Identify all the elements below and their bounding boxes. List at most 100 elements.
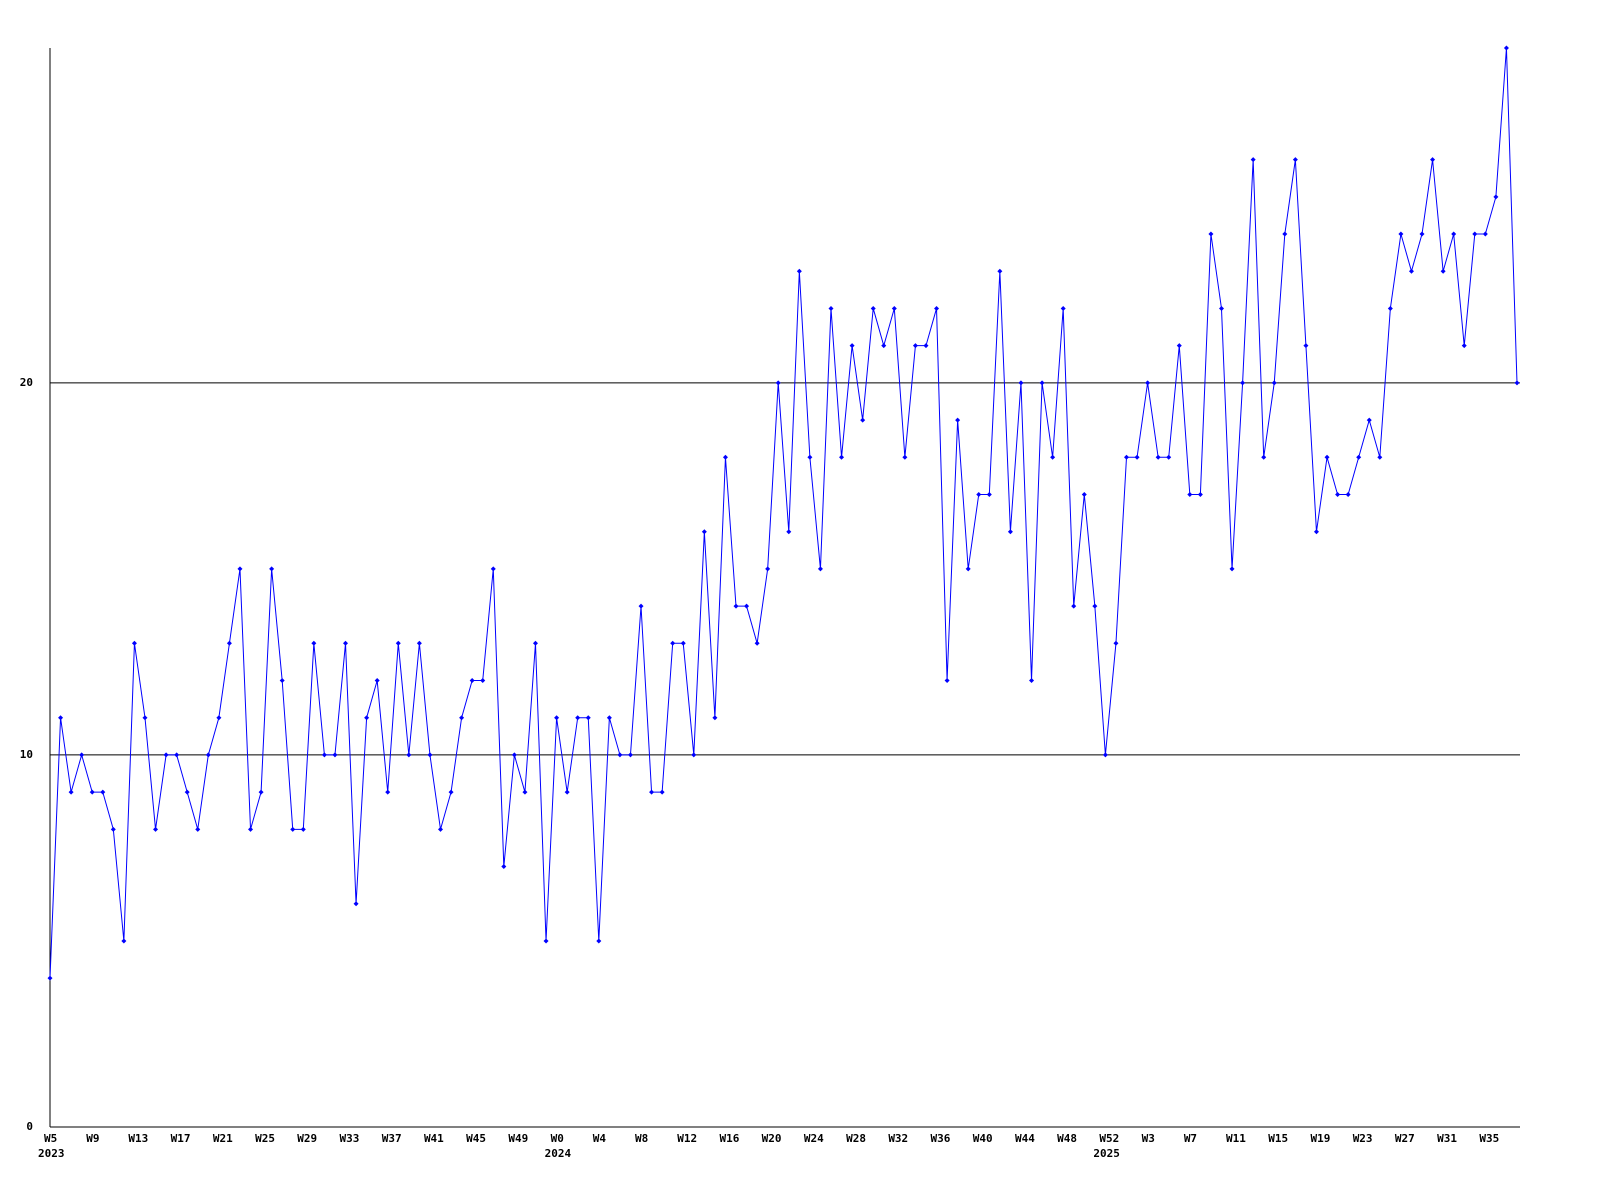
data-point: [997, 268, 1003, 274]
data-point: [712, 715, 718, 721]
data-point: [680, 640, 686, 646]
data-point: [691, 752, 697, 758]
data-point: [1493, 194, 1499, 200]
data-point: [1472, 231, 1478, 237]
data-point: [58, 715, 64, 721]
data-point: [195, 826, 201, 832]
data-point: [870, 305, 876, 311]
data-point: [1050, 454, 1056, 460]
data-point: [1187, 491, 1193, 497]
data-point: [469, 678, 475, 684]
x-tick-label: W52: [1099, 1132, 1119, 1145]
data-point: [1430, 157, 1436, 163]
data-point: [79, 752, 85, 758]
data-point: [100, 789, 106, 795]
data-point: [511, 752, 517, 758]
data-point: [68, 789, 74, 795]
data-point: [1303, 343, 1309, 349]
data-point: [427, 752, 433, 758]
data-point: [606, 715, 612, 721]
x-tick-label: W31: [1437, 1132, 1457, 1145]
data-point: [1007, 529, 1013, 535]
x-tick-label: W45: [466, 1132, 486, 1145]
data-point: [1155, 454, 1161, 460]
x-tick-label: W44: [1015, 1132, 1035, 1145]
data-point: [1092, 603, 1098, 609]
data-point: [89, 789, 95, 795]
x-tick-label: W24: [804, 1132, 824, 1145]
data-point: [1313, 529, 1319, 535]
data-point: [891, 305, 897, 311]
x-tick-label: W41: [424, 1132, 444, 1145]
data-point: [226, 640, 232, 646]
data-point: [1482, 231, 1488, 237]
data-point: [1461, 343, 1467, 349]
series-line: [49, 47, 1518, 979]
data-point: [817, 566, 823, 572]
data-point: [258, 789, 264, 795]
data-point: [1292, 157, 1298, 163]
data-point: [343, 640, 349, 646]
x-year-label: 2024: [545, 1147, 572, 1160]
data-point: [321, 752, 327, 758]
data-point: [163, 752, 169, 758]
data-point: [1356, 454, 1362, 460]
data-point: [142, 715, 148, 721]
data-point: [1366, 417, 1372, 423]
data-point: [976, 491, 982, 497]
data-point: [1282, 231, 1288, 237]
data-point: [522, 789, 528, 795]
data-point: [881, 343, 887, 349]
data-point: [543, 938, 549, 944]
data-point: [1387, 305, 1393, 311]
data-point: [131, 640, 137, 646]
data-point: [754, 640, 760, 646]
x-tick-label: W3: [1142, 1132, 1155, 1145]
x-year-label: 2023: [38, 1147, 65, 1160]
data-point: [416, 640, 422, 646]
x-tick-label: W49: [508, 1132, 528, 1145]
x-tick-label: W11: [1226, 1132, 1246, 1145]
data-point: [532, 640, 538, 646]
x-tick-label: W21: [213, 1132, 233, 1145]
data-point: [627, 752, 633, 758]
data-point: [923, 343, 929, 349]
x-tick-label: W27: [1395, 1132, 1415, 1145]
x-tick-label: W35: [1479, 1132, 1499, 1145]
data-point: [385, 789, 391, 795]
data-point: [174, 752, 180, 758]
x-tick-label: W0: [551, 1132, 564, 1145]
x-tick-label: W40: [973, 1132, 993, 1145]
x-tick-label: W9: [86, 1132, 99, 1145]
data-point: [480, 678, 486, 684]
y-tick-label: 0: [26, 1120, 33, 1133]
data-point: [1124, 454, 1130, 460]
data-point: [269, 566, 275, 572]
x-tick-label: W17: [171, 1132, 191, 1145]
x-tick-label: W13: [128, 1132, 148, 1145]
data-point: [733, 603, 739, 609]
x-tick-label: W5: [44, 1132, 57, 1145]
data-point: [1060, 305, 1066, 311]
data-point: [395, 640, 401, 646]
x-tick-label: W20: [762, 1132, 782, 1145]
data-point: [1271, 380, 1277, 386]
data-point: [849, 343, 855, 349]
data-point: [110, 826, 116, 832]
x-tick-label: W7: [1184, 1132, 1197, 1145]
data-point: [585, 715, 591, 721]
data-point: [775, 380, 781, 386]
x-tick-label: W48: [1057, 1132, 1077, 1145]
data-point: [912, 343, 918, 349]
data-point: [248, 826, 254, 832]
data-point: [986, 491, 992, 497]
x-tick-label: W4: [593, 1132, 607, 1145]
data-point: [1166, 454, 1172, 460]
data-point: [722, 454, 728, 460]
x-tick-label: W8: [635, 1132, 648, 1145]
data-point: [406, 752, 412, 758]
data-point: [902, 454, 908, 460]
data-point: [311, 640, 317, 646]
data-point: [1176, 343, 1182, 349]
